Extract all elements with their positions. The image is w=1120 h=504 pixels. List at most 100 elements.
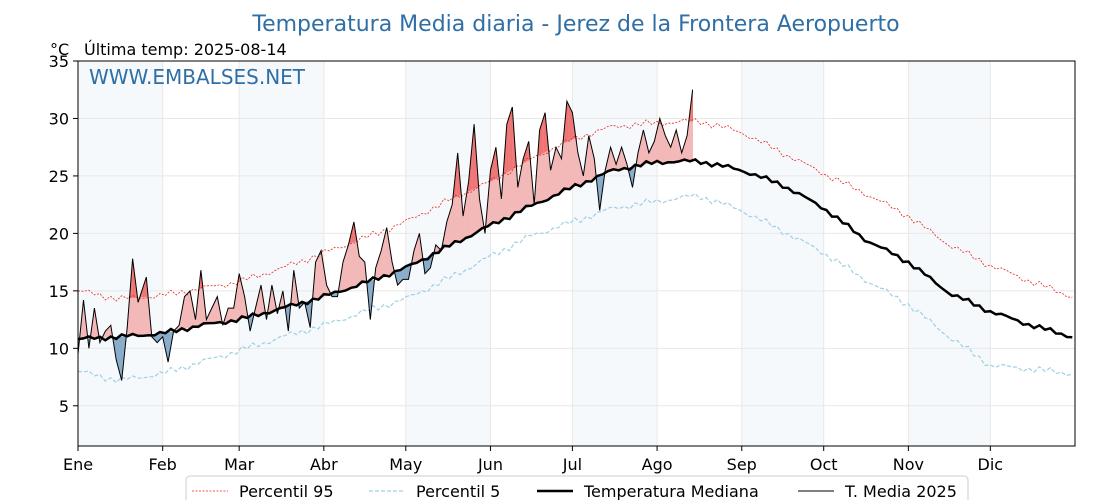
y-tick-label: 5 <box>59 397 69 416</box>
above-median-fill <box>383 233 386 276</box>
above-median-fill <box>188 290 191 328</box>
above-p95-fill <box>565 101 568 143</box>
above-median-fill <box>517 180 520 213</box>
plot-area: 5 10 15 20 25 30 35 Ene Feb Mar Abr May Jun Jul Ago Sep… <box>49 52 1076 474</box>
above-median-fill <box>444 229 446 249</box>
above-median-fill <box>657 124 659 163</box>
above-median-fill <box>215 296 218 324</box>
above-median-fill <box>650 147 653 164</box>
above-median-fill <box>340 270 342 292</box>
above-median-fill <box>105 329 108 338</box>
watermark: WWW.EMBALSES.NET <box>89 65 306 89</box>
below-median-fill <box>396 270 398 286</box>
above-median-fill <box>642 129 644 165</box>
above-median-fill <box>467 181 470 237</box>
above-median-fill <box>673 134 676 162</box>
above-p95-fill <box>142 285 144 298</box>
above-median-fill <box>643 129 646 165</box>
series-line-p95 <box>77 118 1073 302</box>
month-band <box>78 61 163 446</box>
above-median-fill <box>558 152 561 194</box>
month-band <box>572 61 658 446</box>
below-median-fill <box>286 306 289 332</box>
below-median-fill <box>407 266 409 280</box>
above-p95-fill <box>691 89 693 122</box>
above-median-fill <box>416 237 419 263</box>
above-median-fill <box>211 305 214 324</box>
below-median-fill <box>169 331 172 355</box>
above-median-fill <box>549 155 551 198</box>
series-line-current <box>77 89 694 381</box>
above-median-fill <box>616 160 618 170</box>
above-median-fill <box>360 257 363 285</box>
above-median-fill <box>82 300 84 339</box>
above-median-fill <box>237 273 240 320</box>
above-median-fill <box>236 282 239 320</box>
above-median-fill <box>210 308 213 324</box>
above-median-fill <box>669 144 672 162</box>
below-median-fill <box>118 336 121 376</box>
above-median-fill <box>684 140 687 162</box>
month-band <box>908 61 991 446</box>
below-median-fill <box>166 332 169 363</box>
above-median-fill <box>91 318 94 339</box>
above-p95-fill <box>131 258 134 298</box>
above-median-fill <box>523 154 526 210</box>
above-median-fill <box>196 294 199 327</box>
above-median-fill <box>349 233 352 288</box>
above-p95-fill <box>539 125 542 155</box>
month-band <box>239 61 324 446</box>
below-median-fill <box>368 280 371 320</box>
above-median-fill <box>676 129 678 162</box>
above-median-fill <box>674 129 677 162</box>
above-median-fill <box>321 250 323 298</box>
above-median-fill <box>183 296 185 330</box>
above-median-fill <box>412 250 415 265</box>
above-median-fill <box>659 118 662 163</box>
above-median-fill <box>108 326 110 338</box>
below-median-fill <box>116 336 119 365</box>
above-median-fill <box>464 198 467 239</box>
above-median-fill <box>382 239 385 277</box>
below-median-fill <box>333 292 336 297</box>
above-median-fill <box>269 293 271 312</box>
above-median-fill <box>606 158 609 174</box>
above-median-fill <box>654 135 657 163</box>
below-median-fill <box>117 336 120 371</box>
above-median-fill <box>550 164 553 198</box>
above-median-fill <box>228 308 230 322</box>
x-tick-label: Jul <box>562 455 582 474</box>
above-p95-fill <box>349 233 352 244</box>
x-tick-label: Feb <box>149 455 177 474</box>
above-median-fill <box>591 147 594 180</box>
above-median-fill <box>620 147 622 169</box>
below-median-fill <box>598 175 601 211</box>
above-median-fill <box>661 122 663 163</box>
above-p95-fill <box>493 152 495 181</box>
y-tick-label: 10 <box>49 339 69 358</box>
y-tick-label: 30 <box>49 109 69 128</box>
below-median-fill <box>248 316 251 332</box>
above-median-fill <box>385 227 388 276</box>
x-tick-label: May <box>389 455 422 474</box>
above-p95-fill <box>564 115 566 144</box>
x-tick-label: Abr <box>310 455 338 474</box>
y-tick-label: 25 <box>49 167 69 186</box>
above-p95-fill <box>144 277 147 297</box>
above-median-fill <box>80 313 83 339</box>
above-p95-fill <box>543 112 546 153</box>
above-median-fill <box>239 273 241 320</box>
above-p95-fill <box>504 142 506 175</box>
x-tick-label: Ago <box>642 455 673 474</box>
above-median-fill <box>521 158 524 211</box>
above-median-fill <box>666 138 669 162</box>
below-median-fill <box>405 267 408 280</box>
above-median-fill <box>241 285 244 319</box>
above-median-fill <box>662 127 665 162</box>
above-median-fill <box>670 142 673 162</box>
above-p95-fill <box>545 112 547 153</box>
above-p95-fill <box>140 289 143 298</box>
above-median-fill <box>140 289 143 336</box>
above-median-fill <box>139 293 142 336</box>
x-tick-label: Dic <box>978 455 1004 474</box>
